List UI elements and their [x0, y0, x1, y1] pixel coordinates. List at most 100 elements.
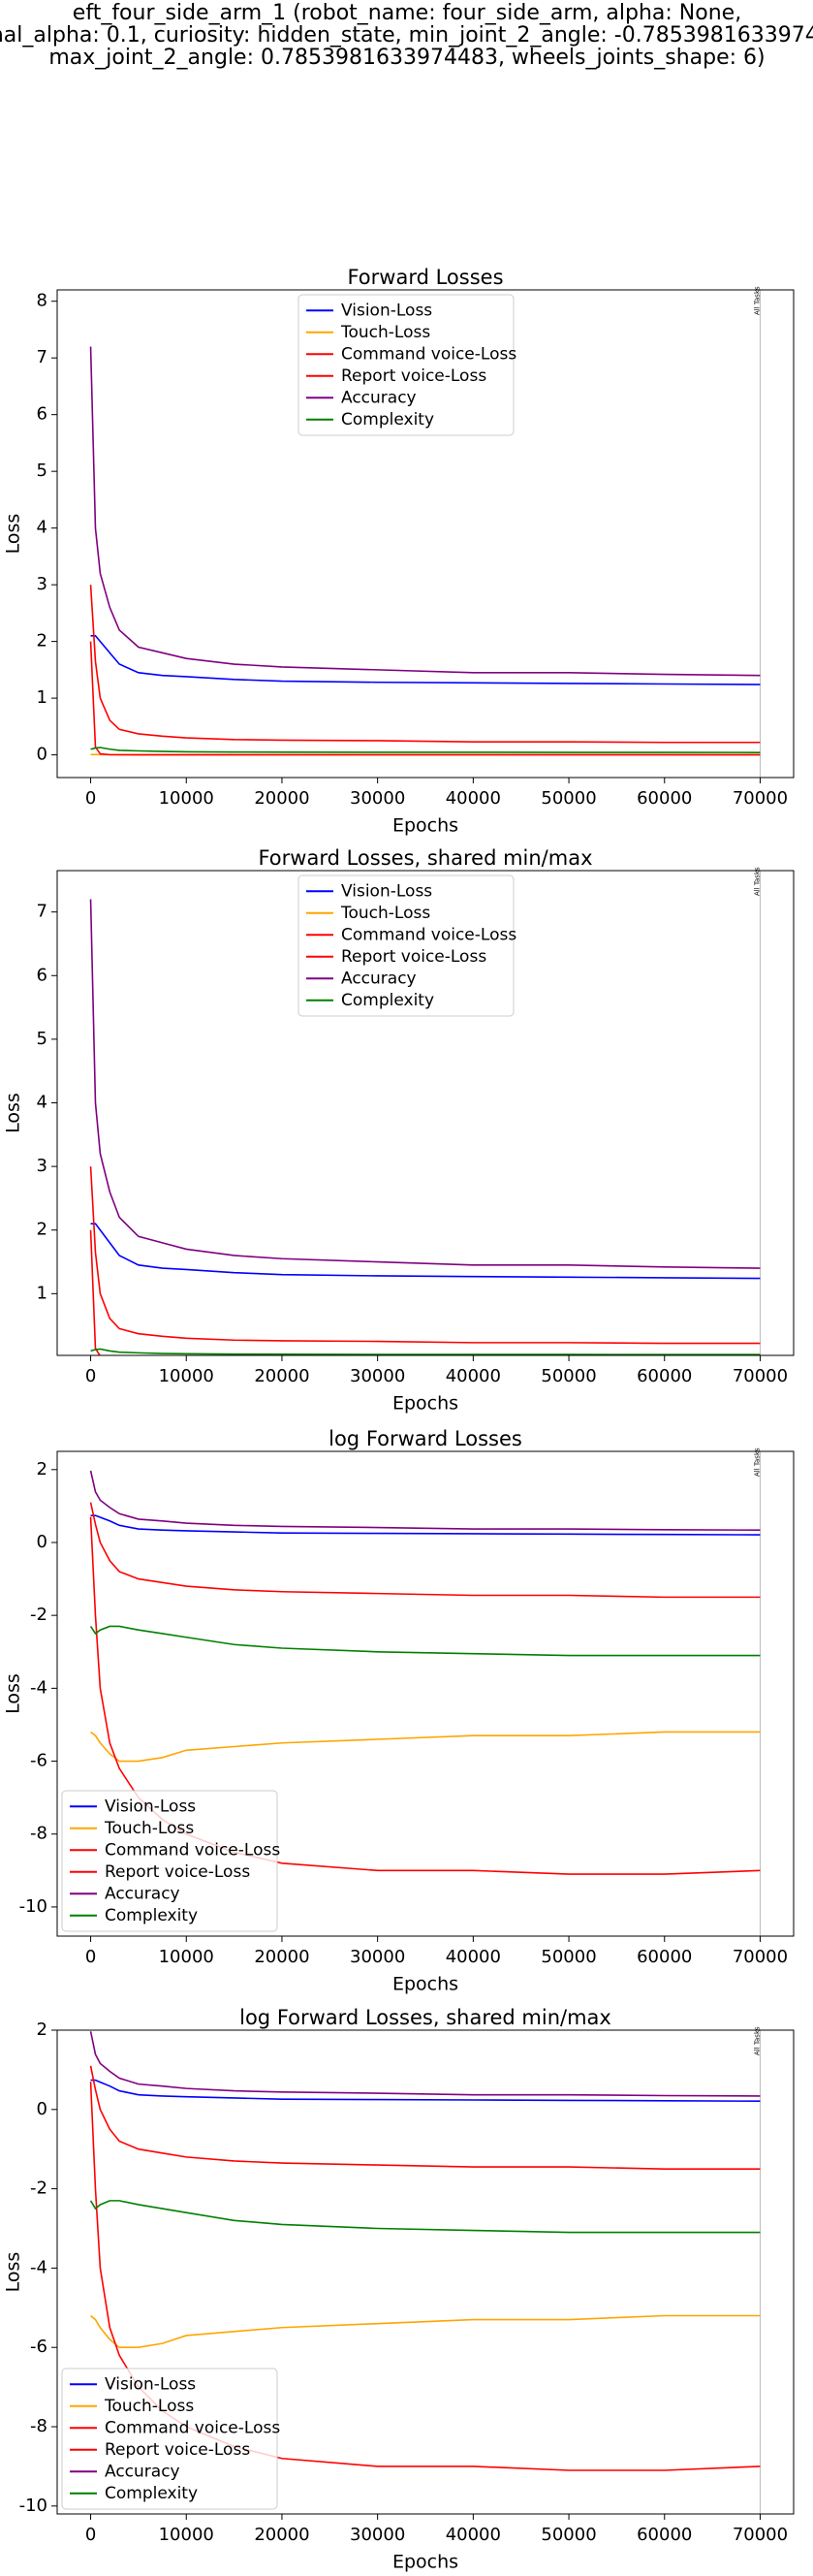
y-tick-label: 3: [37, 1156, 47, 1176]
x-tick-label: 40000: [446, 1366, 501, 1386]
x-tick-label: 10000: [159, 788, 214, 809]
y-tick-label: 0: [37, 745, 47, 765]
plot-frame: [56, 289, 795, 779]
x-tick-label: 30000: [350, 788, 405, 809]
series-line: [90, 1731, 761, 1763]
series-line: [89, 899, 761, 1269]
x-tick-label: 50000: [541, 1366, 596, 1386]
y-tick-label: -6: [30, 2337, 47, 2357]
legend-box: [297, 875, 515, 1017]
y-tick-label: -6: [30, 1751, 47, 1771]
x-tick-label: 40000: [446, 788, 501, 809]
y-tick-label: -8: [30, 1824, 47, 1844]
y-tick-label: -8: [30, 2416, 47, 2436]
vline-label: All Tasks: [753, 286, 761, 315]
legend-label: Touch-Loss: [340, 904, 430, 923]
series-line: [89, 585, 761, 744]
legend-label: Accuracy: [341, 969, 417, 988]
y-tick-label: -10: [19, 1896, 47, 1917]
y-tick-label: 1: [37, 1283, 47, 1303]
legend-label: Report voice-Loss: [341, 366, 486, 386]
vline-label: All Tasks: [753, 2026, 761, 2055]
chart-title: Forward Losses: [347, 266, 503, 289]
series-line: [90, 2314, 761, 2349]
y-tick-label: 0: [37, 1532, 47, 1552]
suptitle-line: eft_four_side_arm_1 (robot_name: four_si…: [73, 1, 741, 25]
x-tick-label: 40000: [446, 2525, 501, 2545]
series-line: [89, 346, 761, 677]
chart-title: log Forward Losses: [328, 1427, 522, 1450]
plot-frame: [56, 870, 795, 1356]
vline-label: All Tasks: [753, 867, 761, 896]
x-axis-label: Epochs: [392, 815, 458, 837]
y-tick-label: -2: [30, 1605, 47, 1625]
series-line: [89, 2200, 761, 2234]
legend-label: Complexity: [341, 410, 434, 429]
y-tick-label: 5: [37, 1029, 47, 1049]
series-line: [90, 1514, 761, 1536]
x-tick-label: 30000: [350, 1366, 405, 1386]
x-tick-label: 30000: [350, 1947, 405, 1967]
y-tick-label: -4: [30, 2257, 47, 2277]
legend-label: Accuracy: [341, 388, 417, 407]
plot-frame: [56, 1450, 795, 1937]
y-tick-label: 0: [37, 2099, 47, 2119]
x-tick-label: 50000: [541, 2525, 596, 2545]
x-tick-label: 60000: [637, 2525, 692, 2545]
series-line: [89, 2065, 761, 2170]
legend-label: Touch-Loss: [104, 2397, 194, 2416]
legend-label: Touch-Loss: [104, 1819, 194, 1838]
y-tick-label: 2: [37, 1459, 47, 1479]
x-tick-label: 60000: [637, 1947, 692, 1967]
x-tick-label: 70000: [733, 2525, 788, 2545]
series-line: [89, 641, 761, 756]
y-axis-label: Loss: [3, 1673, 24, 1714]
legend-box: [61, 2368, 278, 2510]
x-tick-label: 70000: [733, 788, 788, 809]
x-tick-label: 30000: [350, 2525, 405, 2545]
plot-frame: [56, 2029, 795, 2515]
series-line: [89, 1625, 761, 1657]
x-tick-label: 10000: [159, 1947, 214, 1967]
x-tick-label: 70000: [733, 1947, 788, 1967]
y-tick-label: 6: [37, 965, 47, 985]
legend-label: Complexity: [341, 991, 434, 1010]
legend-label: Accuracy: [105, 2462, 180, 2481]
legend-label: Command voice-Loss: [341, 925, 516, 944]
legend-box: [61, 1790, 278, 1932]
legend-label: Vision-Loss: [341, 881, 432, 901]
y-tick-label: 2: [37, 1220, 47, 1240]
legend-label: Touch-Loss: [340, 323, 430, 342]
legend-label: Command voice-Loss: [105, 2418, 280, 2437]
y-tick-label: 7: [37, 347, 47, 367]
legend-label: Command voice-Loss: [341, 344, 516, 364]
series-line: [90, 2079, 761, 2103]
legend-label: Vision-Loss: [105, 1797, 196, 1816]
series-line: [89, 1502, 761, 1599]
y-tick-label: -4: [30, 1677, 47, 1698]
x-tick-label: 20000: [254, 788, 309, 809]
y-tick-label: 3: [37, 574, 47, 594]
legend-label: Accuracy: [105, 1884, 180, 1903]
x-tick-label: 0: [85, 1947, 96, 1967]
legend-label: Complexity: [105, 1906, 198, 1925]
y-axis-label: Loss: [3, 1093, 24, 1133]
y-tick-label: 1: [37, 687, 47, 708]
x-tick-label: 0: [85, 788, 96, 809]
x-axis-label: Epochs: [392, 2552, 458, 2573]
series-line: [90, 1348, 761, 1355]
series-line: [90, 747, 761, 753]
y-tick-label: 2: [37, 2019, 47, 2040]
legend-box: [297, 294, 515, 436]
legend-label: Vision-Loss: [105, 2374, 196, 2394]
y-tick-label: 2: [37, 631, 47, 652]
series-line: [89, 1166, 761, 1345]
series-line: [90, 634, 761, 685]
y-tick-label: 4: [37, 1093, 47, 1113]
suptitle-line: max_joint_2_angle: 0.7853981633974483, w…: [48, 46, 765, 70]
y-axis-label: Loss: [3, 514, 24, 555]
x-tick-label: 20000: [254, 1947, 309, 1967]
y-tick-label: 5: [37, 461, 47, 481]
legend-label: Report voice-Loss: [341, 947, 486, 967]
